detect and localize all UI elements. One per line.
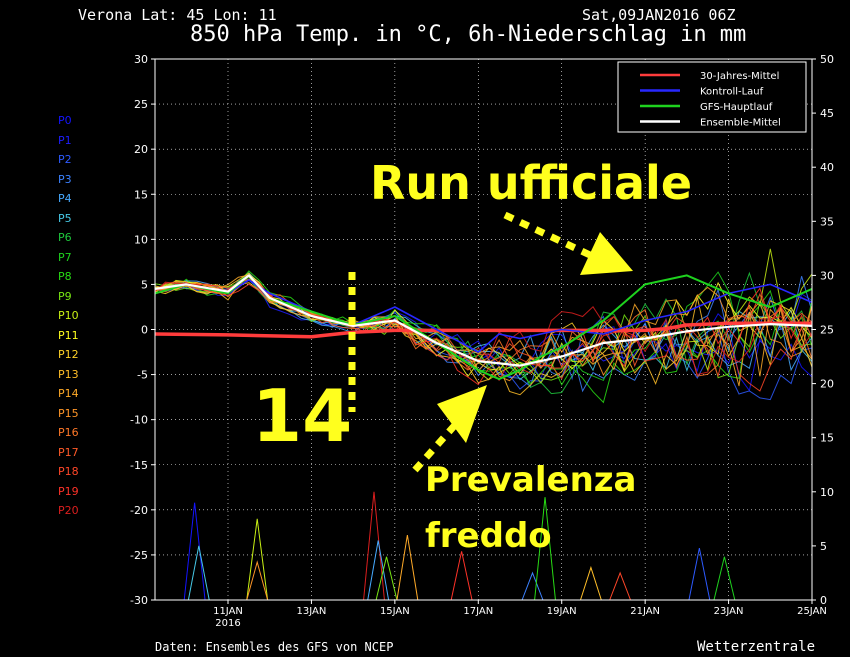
member-label: P1	[58, 133, 72, 147]
member-line	[154, 270, 813, 404]
precipitation-layer	[183, 491, 736, 601]
member-label: P0	[58, 114, 72, 127]
annotation-run-ufficiale: Run ufficiale	[370, 156, 693, 210]
x-tick-label: 17JAN	[463, 606, 493, 617]
y-tick-label-right: 20	[820, 378, 834, 391]
y-tick-label-left: 20	[134, 143, 148, 156]
annotation-freddo: freddo	[425, 516, 552, 556]
member-label: P3	[58, 172, 72, 186]
precip-spike	[246, 560, 269, 601]
data-source-label: Daten: Ensembles des GFS von NCEP	[155, 640, 394, 654]
chart-axes: 302520151050-5-10-15-20-25-3050454035302…	[130, 53, 834, 629]
member-label: P10	[58, 309, 79, 322]
precip-spike	[580, 565, 602, 601]
y-tick-label-left: 10	[134, 233, 148, 246]
y-tick-label-left: -20	[130, 504, 148, 517]
x-tick-label: 13JAN	[297, 606, 327, 617]
run-arrow-head	[580, 232, 633, 275]
precip-spike	[375, 556, 398, 601]
member-label: P18	[58, 465, 79, 478]
y-tick-label-right: 10	[820, 486, 834, 499]
precip-spike	[367, 540, 390, 601]
y-tick-label-left: 0	[141, 324, 148, 337]
y-tick-label-left: -30	[130, 594, 148, 607]
legend-label: Ensemble-Mittel	[700, 118, 781, 129]
member-label: P13	[58, 367, 79, 381]
x-tick-label: 15JAN	[380, 606, 410, 617]
member-legend: P0 P1 P2 P3 P4 P5 P6 P7 P8 P9 P10 P11 P12 P13 P14 P15 P1…	[58, 111, 79, 521]
member-line	[154, 283, 813, 392]
y-tick-label-left: -15	[130, 459, 148, 472]
y-tick-label-left: -25	[130, 549, 148, 562]
member-label: P9	[58, 289, 72, 303]
member-label: P17	[58, 445, 79, 459]
series-line	[154, 279, 813, 353]
y-tick-label-right: 30	[820, 269, 834, 282]
precip-spike	[713, 556, 736, 601]
precip-spike	[688, 547, 711, 601]
prev-arrow-head	[437, 385, 487, 443]
member-label: P2	[58, 153, 72, 166]
precip-spike	[183, 502, 206, 601]
x-tick-label: 23JAN	[714, 606, 744, 617]
member-label: P6	[58, 231, 72, 244]
member-label: P14	[58, 387, 79, 400]
precip-spike	[396, 535, 419, 601]
y-tick-label-right: 25	[820, 324, 834, 337]
x-tick-label: 21JAN	[630, 606, 660, 617]
precip-spike	[534, 497, 556, 601]
legend-label: Kontroll-Lauf	[700, 87, 764, 98]
series-line	[154, 321, 812, 339]
member-label: P4	[58, 192, 72, 205]
brand-label: Wetterzentrale	[697, 639, 816, 655]
main-series-lines	[154, 274, 813, 381]
y-tick-label-left: 15	[134, 188, 148, 201]
legend-label: 30-Jahres-Mittel	[700, 71, 779, 82]
y-tick-label-right: 35	[820, 215, 834, 228]
location-label: Verona Lat: 45 Lon: 11	[78, 6, 277, 24]
member-label: P19	[58, 484, 79, 498]
y-tick-label-left: -10	[130, 414, 148, 427]
series-line	[154, 274, 813, 367]
precip-spike	[187, 545, 210, 601]
member-label: P5	[58, 211, 72, 225]
run-date-label: Sat,09JAN2016 06Z	[582, 6, 736, 24]
y-tick-label-right: 0	[820, 594, 827, 607]
member-label: P15	[58, 406, 79, 420]
y-tick-label-left: -5	[137, 369, 148, 382]
run-arrow-shaft	[503, 211, 592, 259]
y-tick-label-right: 5	[820, 540, 827, 553]
x-tick-label: 25JAN	[797, 606, 827, 617]
precip-spike	[450, 551, 473, 601]
y-tick-label-right: 50	[820, 53, 834, 66]
member-label: P12	[58, 348, 79, 361]
precip-spike	[521, 571, 544, 601]
member-label: P7	[58, 250, 72, 264]
y-tick-label-left: 30	[134, 53, 148, 66]
member-label: P20	[58, 504, 79, 517]
x-tick-label: 19JAN	[547, 606, 577, 617]
precip-spike	[246, 518, 269, 601]
y-tick-label-left: 25	[134, 98, 148, 111]
annotation-arrows	[348, 211, 633, 473]
annotation-prevalenza: Prevalenza	[425, 460, 637, 500]
member-label: P8	[58, 270, 72, 283]
chart-legend: 30-Jahres-Mittel Kontroll-Lauf GFS-Hauptla…	[617, 61, 807, 133]
precip-spike	[609, 571, 632, 601]
precip-spike	[363, 491, 385, 601]
x-tick-sublabel: 2016	[215, 618, 240, 629]
y-tick-label-right: 40	[820, 161, 834, 174]
member-label: P11	[58, 328, 79, 342]
y-tick-label-left: 5	[141, 278, 148, 291]
y-tick-label-right: 15	[820, 432, 834, 445]
chart-title: 850 hPa Temp. in °C, 6h-Niederschlag in …	[190, 22, 747, 47]
legend-label: GFS-Hauptlauf	[700, 102, 773, 113]
member-label: P16	[58, 426, 79, 439]
x-tick-label: 11JAN	[213, 606, 243, 617]
y-tick-label-right: 45	[820, 107, 834, 120]
annotation-day-14: 14	[252, 374, 353, 458]
